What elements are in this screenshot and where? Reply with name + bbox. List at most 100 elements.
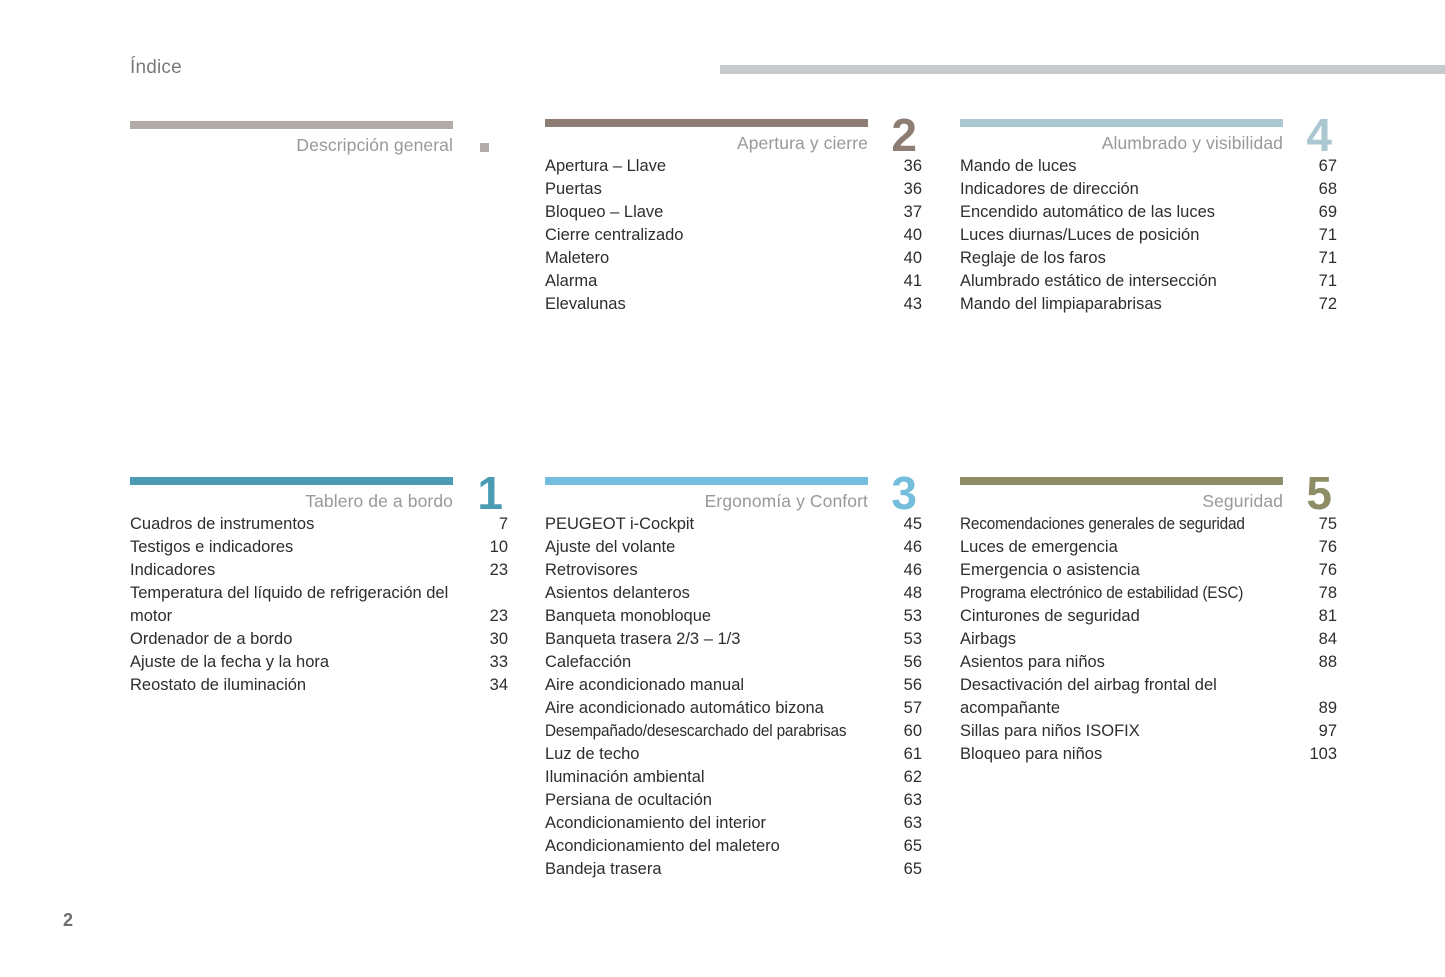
toc-entry-page-number: 103	[1309, 745, 1337, 763]
toc-entry[interactable]: Maletero 40	[545, 247, 922, 270]
toc-entry-page-number: 71	[1318, 226, 1337, 244]
toc-entry-page-number: 41	[903, 272, 922, 290]
section-number: 1	[477, 467, 503, 519]
toc-entry[interactable]: Reglaje de los faros 71	[960, 247, 1337, 270]
toc-entry[interactable]: Asientos delanteros 48	[545, 582, 922, 605]
header-rule-bar	[720, 65, 1445, 74]
toc-entry-label: Bloqueo – Llave	[545, 203, 664, 221]
section-title: Alumbrado y visibilidad	[1101, 133, 1283, 153]
toc-entry-label: Programa electrónico de estabilidad (ESC…	[960, 584, 1244, 602]
toc-entry-page-number: 46	[903, 538, 922, 556]
toc-entry[interactable]: Aire acondicionado manual 56	[545, 674, 922, 697]
toc-entry-page-number: 97	[1318, 722, 1337, 740]
toc-entry[interactable]: Aire acondicionado automático bizona 57	[545, 697, 922, 720]
toc-entry-label: Testigos e indicadores	[130, 538, 294, 556]
toc-entry[interactable]: Mando del limpiaparabrisas 72	[960, 293, 1337, 316]
toc-entry[interactable]: Alarma 41	[545, 270, 922, 293]
toc-entry[interactable]: Emergencia o asistencia 76	[960, 559, 1337, 582]
toc-entry-label: Sillas para niños ISOFIX	[960, 722, 1140, 740]
toc-entry-label: Retrovisores	[545, 561, 638, 579]
toc-entry-label: Mando del limpiaparabrisas	[960, 295, 1162, 313]
toc-entry[interactable]: Luz de techo 61	[545, 743, 922, 766]
toc-entry[interactable]: PEUGEOT i-Cockpit 45	[545, 513, 922, 536]
section-title: Tablero de a bordo	[305, 491, 453, 511]
toc-entry-label: Elevalunas	[545, 295, 626, 313]
toc-entry[interactable]: Acondicionamiento del interior 63	[545, 812, 922, 835]
toc-entry-page-number: 71	[1318, 249, 1337, 267]
toc-entry[interactable]: Airbags 84	[960, 628, 1337, 651]
toc-entry-label: Cierre centralizado	[545, 226, 684, 244]
toc-entry[interactable]: Encendido automático de las luces 69	[960, 201, 1337, 224]
toc-entry[interactable]: Calefacción 56	[545, 651, 922, 674]
toc-entry[interactable]: Puertas 36	[545, 178, 922, 201]
toc-entry-page-number: 62	[903, 768, 922, 786]
toc-entry[interactable]: Asientos para niños 88	[960, 651, 1337, 674]
toc-entry-page-number: 23	[489, 607, 508, 625]
toc-entry-label: Puertas	[545, 180, 602, 198]
toc-entry-label: Cinturones de seguridad	[960, 607, 1140, 625]
toc-entry[interactable]: Bandeja trasera 65	[545, 858, 922, 881]
toc-entry[interactable]: Alumbrado estático de intersección 71	[960, 270, 1337, 293]
toc-entry-page-number: 61	[903, 745, 922, 763]
toc-entry-page-number: 71	[1318, 272, 1337, 290]
toc-entry[interactable]: Indicadores 23	[130, 559, 508, 582]
toc-entry-label: Luces diurnas/Luces de posición	[960, 226, 1200, 244]
toc-entry-page-number: 46	[903, 561, 922, 579]
toc-entry[interactable]: Iluminación ambiental 62	[545, 766, 922, 789]
toc-entry-page-number: 67	[1318, 157, 1337, 175]
toc-entry-label: Aire acondicionado automático bizona	[545, 699, 824, 717]
toc-entry-page-number: 65	[903, 837, 922, 855]
toc-entry[interactable]: Luces diurnas/Luces de posición 71	[960, 224, 1337, 247]
toc-entry-page-number: 89	[1318, 699, 1337, 717]
toc-entry[interactable]: Reostato de iluminación 34	[130, 674, 508, 697]
toc-entry-label: Mando de luces	[960, 157, 1077, 175]
toc-entry-page-number: 40	[903, 249, 922, 267]
toc-entry-label: Calefacción	[545, 653, 632, 671]
toc-entry-page-number: 10	[489, 538, 508, 556]
toc-section-apertura-y-cierre: Apertura y cierre 2 Apertura – Llave 36 Pu…	[545, 109, 922, 316]
section-title: Apertura y cierre	[736, 133, 868, 153]
toc-entry[interactable]: Elevalunas 43	[545, 293, 922, 316]
toc-entry-label: Persiana de ocultación	[545, 791, 712, 809]
toc-entry-label: Banqueta monobloque	[545, 607, 712, 625]
toc-entry-label: Luces de emergencia	[960, 538, 1118, 556]
toc-entry-page-number: 7	[498, 515, 508, 533]
toc-entry[interactable]: Indicadores de dirección 68	[960, 178, 1337, 201]
toc-entry[interactable]: Ordenador de a bordo 30	[130, 628, 508, 651]
section-color-bar	[130, 121, 453, 129]
toc-entry-page-number: 53	[903, 607, 922, 625]
toc-entry[interactable]: Temperatura del líquido de refrigeración…	[130, 582, 508, 628]
toc-entry[interactable]: Ajuste del volante 46	[545, 536, 922, 559]
toc-entry-page-number: 63	[903, 791, 922, 809]
toc-entry[interactable]: Cinturones de seguridad 81	[960, 605, 1337, 628]
toc-entry[interactable]: Apertura – Llave 36	[545, 155, 922, 178]
toc-entry[interactable]: Bloqueo para niños 103	[960, 743, 1337, 766]
section-entry-list: Apertura – Llave 36 Puertas 36 Bloqueo – Lla…	[545, 155, 922, 316]
toc-entry-page-number: 40	[903, 226, 922, 244]
toc-entry-label: Banqueta trasera 2/3 – 1/3	[545, 630, 741, 648]
toc-entry[interactable]: Acondicionamiento del maletero 65	[545, 835, 922, 858]
toc-entry[interactable]: Luces de emergencia 76	[960, 536, 1337, 559]
toc-entry[interactable]: Persiana de ocultación 63	[545, 789, 922, 812]
toc-entry[interactable]: Recomendaciones generales de seguridad 75	[960, 513, 1337, 536]
toc-entry-label: Bloqueo para niños	[960, 745, 1103, 763]
toc-section-alumbrado-y-visibilidad: Alumbrado y visibilidad 4 Mando de luces…	[960, 109, 1337, 316]
toc-entry[interactable]: Banqueta monobloque 53	[545, 605, 922, 628]
toc-entry[interactable]: Mando de luces 67	[960, 155, 1337, 178]
section-entry-list: Recomendaciones generales de seguridad 75…	[960, 513, 1337, 766]
toc-entry-label: Ajuste del volante	[545, 538, 676, 556]
toc-entry[interactable]: Sillas para niños ISOFIX 97	[960, 720, 1337, 743]
toc-entry[interactable]: Desempañado/desescarchado del parabrisas…	[545, 720, 922, 743]
toc-entry[interactable]: Programa electrónico de estabilidad (ESC…	[960, 582, 1337, 605]
toc-entry[interactable]: Bloqueo – Llave 37	[545, 201, 922, 224]
section-number: 2	[891, 109, 917, 161]
toc-entry[interactable]: Desactivación del airbag frontal del aco…	[960, 674, 1337, 720]
toc-entry[interactable]: Cuadros de instrumentos 7	[130, 513, 508, 536]
toc-entry[interactable]: Ajuste de la fecha y la hora 33	[130, 651, 508, 674]
toc-entry[interactable]: Cierre centralizado 40	[545, 224, 922, 247]
toc-entry[interactable]: Testigos e indicadores 10	[130, 536, 508, 559]
toc-entry[interactable]: Retrovisores 46	[545, 559, 922, 582]
section-number: 3	[891, 467, 917, 519]
toc-entry[interactable]: Banqueta trasera 2/3 – 1/3 53	[545, 628, 922, 651]
section-number: 4	[1306, 109, 1332, 161]
